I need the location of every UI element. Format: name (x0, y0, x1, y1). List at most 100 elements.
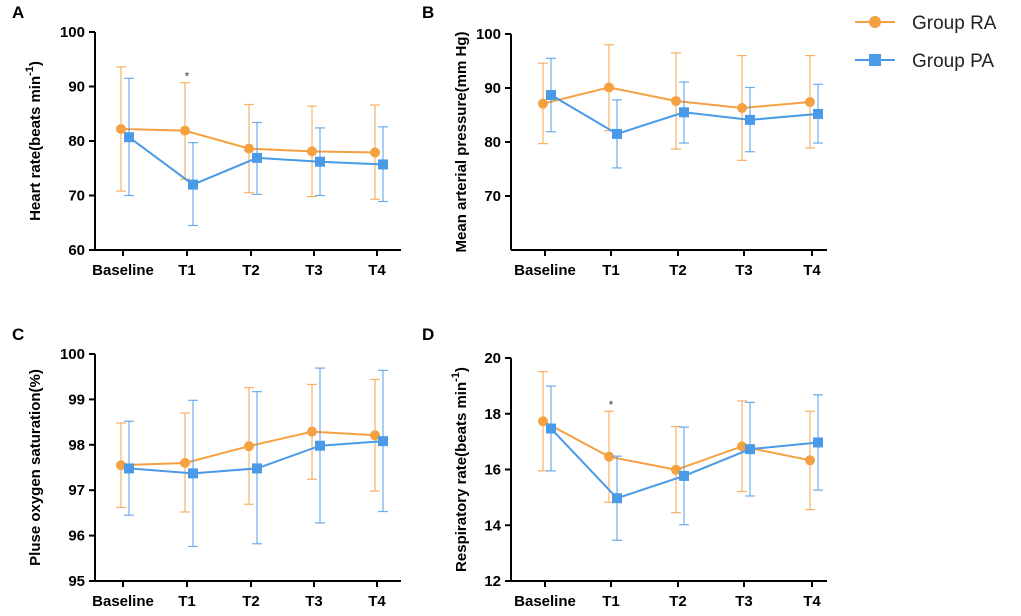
y-tick-label: 14 (484, 517, 501, 534)
y-tick-label: 100 (60, 24, 85, 41)
legend-marker-square (869, 54, 881, 66)
y-tick-label: 99 (68, 391, 85, 408)
y-tick-label: 80 (484, 134, 501, 151)
data-point (124, 463, 134, 474)
series-group-ra (538, 371, 815, 514)
series-group-ra (116, 66, 380, 200)
data-point (813, 437, 823, 448)
data-point (307, 426, 317, 437)
y-tick-label: 90 (484, 80, 501, 97)
y-axis-title-close: ) (453, 367, 470, 372)
data-point (244, 441, 254, 452)
data-point (116, 460, 126, 471)
y-axis-title: Heart rate(beats min-1) (24, 61, 44, 221)
y-axis-title-main: Mean arterial pressure(mm Hg) (453, 32, 470, 253)
x-tick-label: T1 (178, 593, 196, 610)
data-point (180, 125, 190, 136)
y-tick-label: 95 (68, 573, 85, 590)
data-point (612, 493, 622, 504)
data-point (805, 455, 815, 466)
y-tick-label: 98 (68, 437, 85, 454)
data-point (252, 463, 262, 474)
x-tick-label: T3 (735, 593, 753, 610)
y-tick-label: 100 (476, 26, 501, 43)
y-tick-label: 70 (484, 188, 501, 205)
panel-letter: B (422, 3, 434, 22)
x-tick-label: T3 (305, 593, 323, 610)
data-point (737, 102, 747, 113)
y-axis-title: Mean arterial pressure(mm Hg) (453, 32, 470, 253)
x-tick-label: T1 (602, 593, 620, 610)
x-tick-label: Baseline (514, 262, 576, 279)
data-point (538, 98, 548, 109)
panel-b-mean-arterial-pressure: B 70 80 90 100 Baseline T1 T2 T3 T4 Mean arterial … (422, 3, 827, 279)
data-point (370, 430, 380, 441)
y-axis-title-main: Heart rate(beats min (27, 76, 44, 221)
series-group-pa (124, 367, 388, 548)
y-tick-label: 80 (68, 133, 85, 150)
legend-item-group-ra: Group RA (855, 13, 997, 34)
y-tick-label: 100 (60, 346, 85, 363)
y-tick-label: 20 (484, 350, 501, 367)
data-point (315, 156, 325, 167)
x-tick-label: T4 (803, 262, 821, 279)
series-group-ra (538, 44, 815, 161)
y-axis-title: Respiratory rate(beats min-1) (450, 367, 470, 572)
data-point (679, 107, 689, 118)
data-point (252, 152, 262, 163)
x-tick-label: T4 (368, 262, 386, 279)
y-axis-title-main: Respiratory rate(beats min (453, 382, 470, 572)
legend-label: Group RA (912, 13, 997, 34)
y-tick-label: 18 (484, 406, 501, 423)
data-point (604, 82, 614, 93)
x-tick-label: Baseline (92, 262, 154, 279)
y-axis-title: Pluse oxygen saturation(%) (27, 369, 44, 566)
series-group-pa (546, 57, 823, 169)
panel-a-heart-rate: A 60 70 80 90 100 Baseline T1 T2 T3 T4 Heart rate(b… (12, 3, 401, 279)
legend-item-group-pa: Group PA (855, 51, 994, 72)
data-point (805, 97, 815, 108)
y-tick-label: 60 (68, 242, 85, 259)
data-point (737, 441, 747, 452)
significance-marker: * (609, 398, 614, 412)
panel-letter: D (422, 325, 434, 344)
y-tick-label: 90 (68, 79, 85, 96)
x-tick-label: T2 (669, 262, 687, 279)
x-tick-label: T3 (305, 262, 323, 279)
x-tick-label: T2 (669, 593, 687, 610)
panel-d-respiratory-rate: D 12 14 16 18 20 Baseline T1 T2 T3 T4 Respiratory r… (422, 325, 827, 610)
panel-letter: A (12, 3, 24, 22)
series-group-pa (546, 385, 823, 541)
data-point (546, 90, 556, 101)
y-tick-label: 70 (68, 188, 85, 205)
x-tick-label: T4 (803, 593, 821, 610)
data-point (378, 159, 388, 170)
x-tick-label: T1 (178, 262, 196, 279)
data-point (244, 143, 254, 154)
y-axis-title-main: Pluse oxygen saturation(%) (27, 369, 44, 566)
data-point (679, 470, 689, 481)
data-point (745, 114, 755, 125)
x-tick-label: Baseline (92, 593, 154, 610)
data-point (315, 440, 325, 451)
data-point (116, 124, 126, 135)
panel-c-oxygen-saturation: C 95 96 97 98 99 100 Baseline T1 T2 T3 T4 Pluse oxyg… (12, 325, 401, 610)
y-axis-title-close: ) (27, 61, 44, 66)
legend: Group RA Group PA (855, 13, 997, 72)
legend-label: Group PA (912, 51, 994, 72)
x-tick-label: T1 (602, 262, 620, 279)
data-point (813, 108, 823, 119)
data-point (180, 457, 190, 468)
panel-letter: C (12, 325, 24, 344)
significance-marker: * (185, 70, 190, 84)
data-point (612, 128, 622, 139)
legend-marker-circle (869, 16, 881, 28)
y-axis-title-sup: -1 (450, 372, 462, 382)
data-point (671, 464, 681, 475)
y-tick-label: 16 (484, 462, 501, 479)
y-tick-label: 96 (68, 528, 85, 545)
data-point (745, 444, 755, 455)
data-point (538, 416, 548, 427)
series-group-ra (116, 378, 380, 513)
